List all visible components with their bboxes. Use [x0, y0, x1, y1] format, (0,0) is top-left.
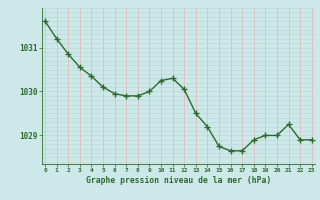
X-axis label: Graphe pression niveau de la mer (hPa): Graphe pression niveau de la mer (hPa) — [86, 176, 271, 185]
